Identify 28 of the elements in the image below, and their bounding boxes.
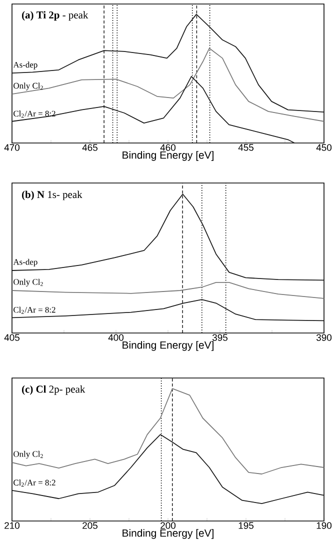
x-tick-label: 195 <box>238 522 254 529</box>
series-label: Only Cl$_{2}$ <box>14 278 43 287</box>
chart-title: (b) N 1s- peak <box>22 190 82 200</box>
x-axis-title: Binding Energy [eV] <box>122 341 214 351</box>
x-axis-title: Binding Energy [eV] <box>122 151 214 161</box>
series-label: Only Cl$_{2}$ <box>14 82 43 90</box>
x-tick-label: 400 <box>108 334 124 341</box>
x-tick-label: 205 <box>82 522 98 529</box>
series-label: As-dep <box>13 62 38 70</box>
series-label: Cl$_{2}$/Ar = 8:2 <box>14 110 56 118</box>
x-tick-label: 395 <box>212 334 228 341</box>
x-tick-label: 460 <box>160 144 176 151</box>
x-tick-label: 455 <box>238 144 254 151</box>
chart-title: (a) Ti 2p - peak <box>22 11 88 21</box>
series-label: Cl$_{2}$/Ar = 8:2 <box>14 480 56 487</box>
x-tick-label: 450 <box>316 144 332 151</box>
x-tick-label: 390 <box>316 334 332 341</box>
x-tick-label: 405 <box>4 334 20 341</box>
x-tick-label: 465 <box>82 144 98 151</box>
series-label: Only Cl$_{2}$ <box>14 450 43 459</box>
x-tick-label: 470 <box>4 144 20 151</box>
x-axis-title: Binding Energy [eV] <box>122 529 214 539</box>
series-label: Cl$_{2}$/Ar = 8:2 <box>14 306 56 314</box>
series-label: As-dep <box>13 258 38 267</box>
x-tick-label: 190 <box>316 522 332 529</box>
x-tick-label: 210 <box>4 522 20 529</box>
chart-title: (c) Cl 2p- peak <box>22 385 86 395</box>
x-tick-label: 200 <box>160 522 176 529</box>
